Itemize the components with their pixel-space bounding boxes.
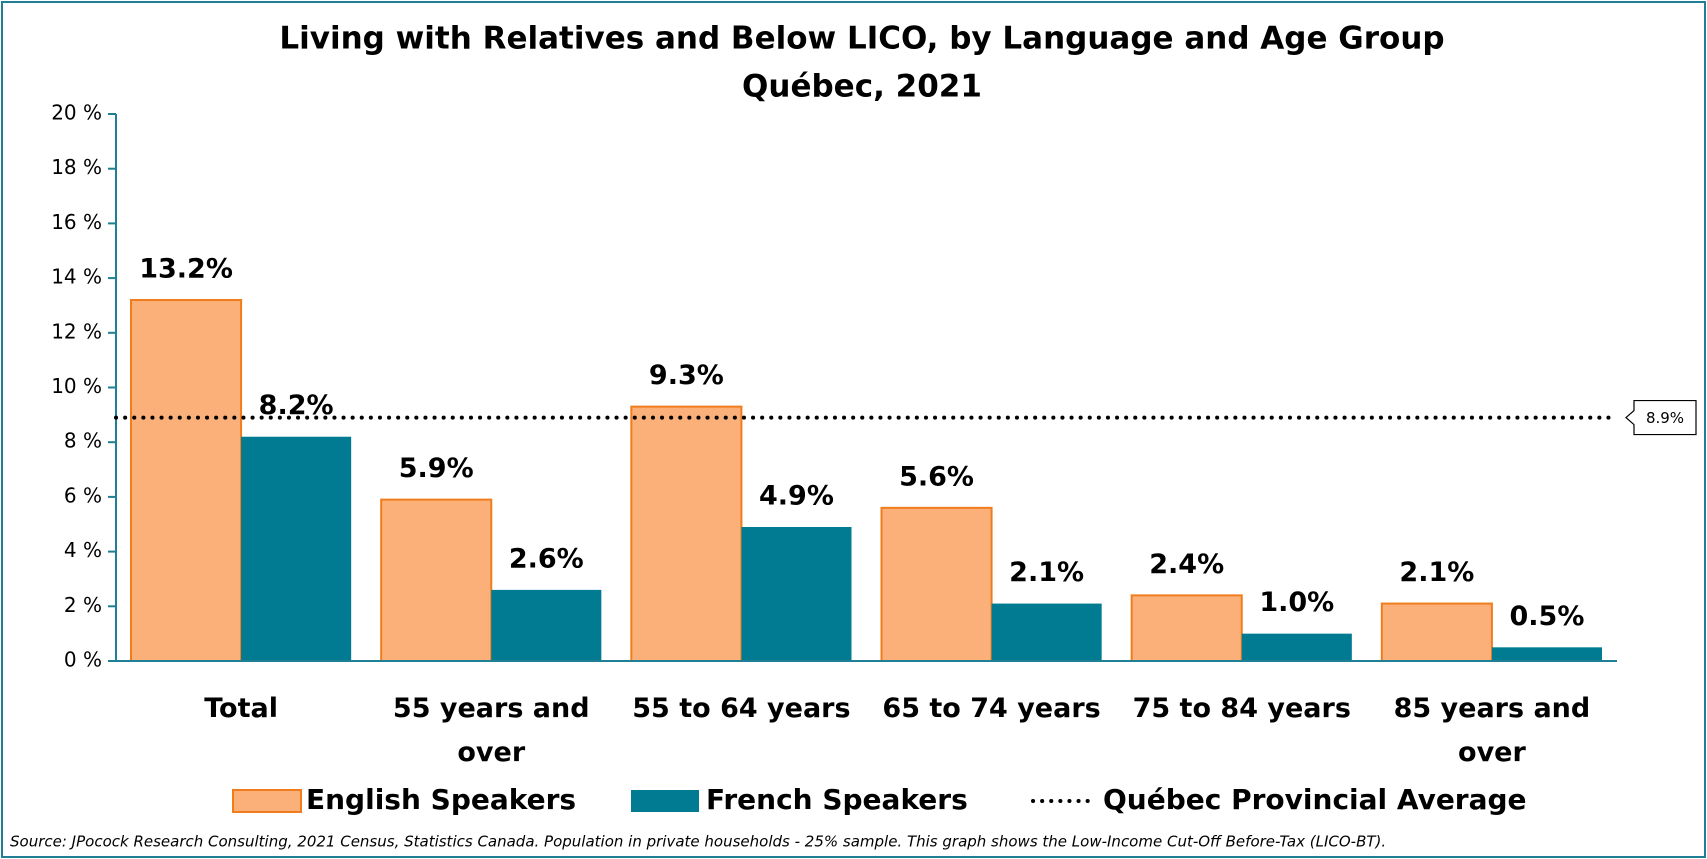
bar (991, 603, 1102, 661)
data-label: 2.6% (509, 543, 584, 574)
legend-swatch (631, 790, 699, 812)
chart-title: Living with Relatives and Below LICO, by… (279, 21, 1444, 57)
y-tick-label: 10 % (51, 374, 102, 398)
legend-swatch (232, 789, 302, 813)
y-tick-label: 18 % (51, 155, 102, 179)
legend-label: English Speakers (306, 783, 576, 816)
callout-box (1625, 399, 1697, 436)
y-tick-label: 2 % (64, 593, 102, 617)
x-tick-label: 55 years and over (392, 693, 590, 768)
source-note: Source: JPocock Research Consulting, 202… (10, 833, 1386, 851)
legend-label: French Speakers (706, 783, 968, 816)
chart-subtitle: Québec, 2021 (742, 69, 982, 105)
y-tick-label: 12 % (51, 319, 102, 343)
x-tick-label: Total (204, 693, 278, 724)
bar (380, 498, 493, 663)
bar (741, 526, 852, 661)
data-label: 2.4% (1149, 549, 1224, 580)
bar (1130, 594, 1243, 662)
data-label: 1.0% (1259, 587, 1334, 618)
y-tick-label: 6 % (64, 483, 102, 507)
data-label: 4.9% (759, 480, 834, 511)
data-label: 5.9% (399, 453, 474, 484)
legend-label: Québec Provincial Average (1103, 783, 1527, 816)
data-label: 0.5% (1510, 601, 1585, 632)
y-tick-label: 4 % (64, 538, 102, 562)
y-tick-label: 16 % (51, 210, 102, 234)
bar (241, 436, 352, 661)
data-label: 2.1% (1399, 557, 1474, 588)
bar (130, 298, 243, 662)
bar (1491, 647, 1602, 661)
bar (491, 589, 602, 661)
data-label: 2.1% (1009, 557, 1084, 588)
x-tick-label: 75 to 84 years (1132, 693, 1351, 724)
reference-label: 8.9% (1646, 409, 1684, 427)
bar (1241, 633, 1352, 661)
data-label: 9.3% (649, 360, 724, 391)
x-tick-label: 55 to 64 years (632, 693, 851, 724)
bar (880, 506, 993, 662)
data-label: 13.2% (139, 253, 233, 284)
bar (1380, 602, 1493, 663)
y-tick-label: 8 % (64, 429, 102, 453)
y-tick-label: 0 % (64, 648, 102, 672)
y-tick-label: 20 % (51, 101, 102, 125)
x-tick-label: 85 years and over (1393, 693, 1591, 768)
x-tick-label: 65 to 74 years (882, 693, 1101, 724)
bar (630, 405, 743, 662)
y-tick-label: 14 % (51, 265, 102, 289)
data-label: 5.6% (899, 461, 974, 492)
